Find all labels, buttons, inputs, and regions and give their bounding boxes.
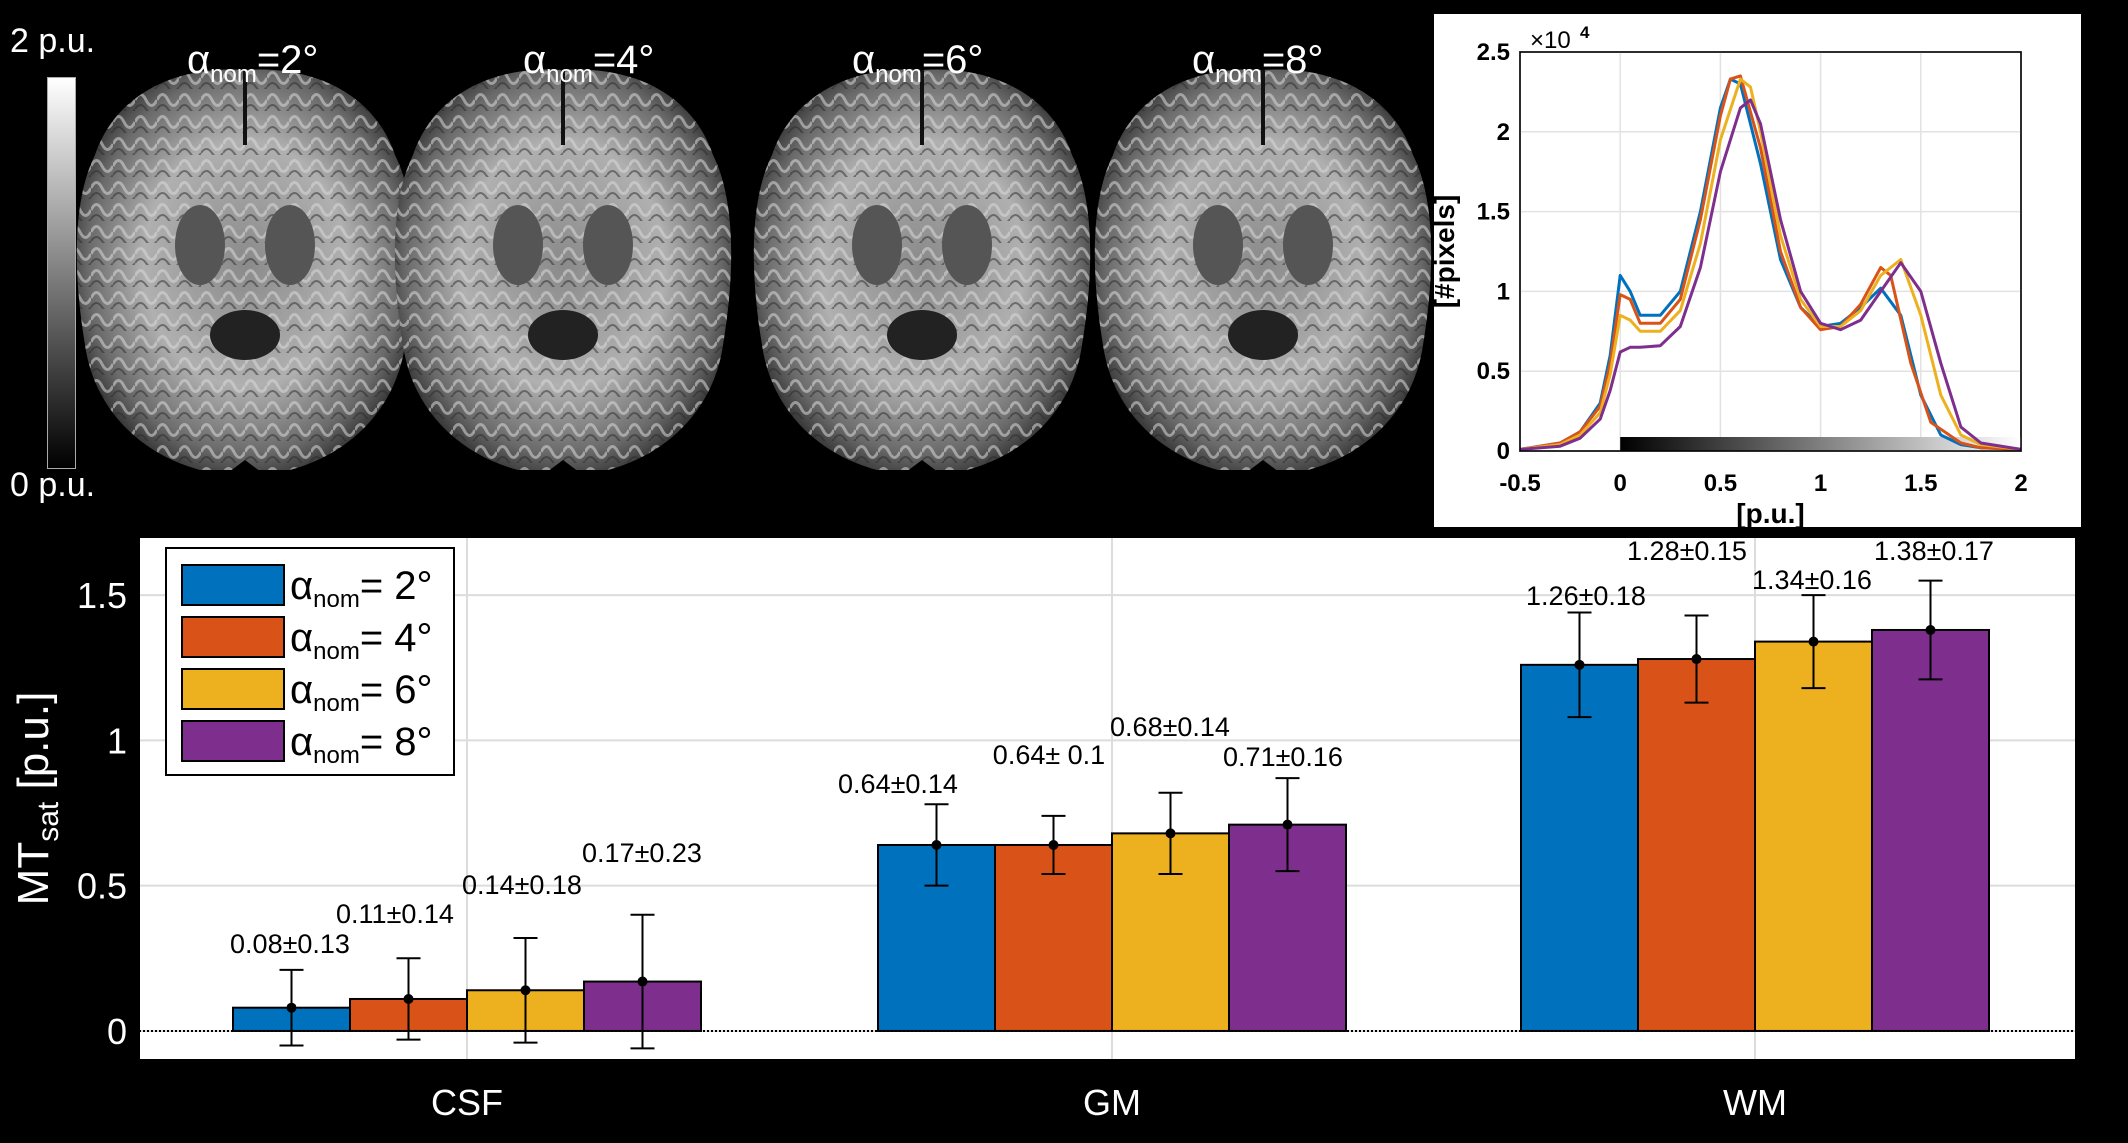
histogram-y-multiplier: ×10 [1530, 27, 1571, 54]
bar-data-label: 0.08±0.13 [230, 929, 350, 959]
colorbar-max-label: 2 p.u. [10, 22, 96, 60]
bar-y-tick-label: 0 [107, 1011, 127, 1052]
histogram-series-line-2 [1519, 74, 2022, 451]
histogram-x-tick-label: 1.5 [1904, 470, 1937, 497]
histogram-y-axis-label: [#pixels] [1434, 195, 1460, 309]
histogram-x-tick-label: 1 [1814, 470, 1827, 497]
legend-swatch-4 [181, 720, 285, 762]
histogram-x-tick-label: 2 [2014, 470, 2027, 497]
bar-legend: αnom= 2°αnom= 4°αnom= 6°αnom= 8° [165, 547, 455, 776]
bar-data-label: 0.64±0.14 [838, 769, 958, 799]
bar-data-label: 0.14±0.18 [462, 870, 582, 900]
bar-data-label: 0.11±0.14 [336, 899, 454, 929]
histogram-y-tick-label: 2.5 [1477, 39, 1510, 66]
mean-marker [1925, 624, 1936, 635]
bar-data-label: 1.26±0.18 [1526, 581, 1646, 611]
mean-marker [1808, 636, 1819, 647]
bar-wm-series-3 [1754, 640, 1873, 1032]
bar-gm-series-2 [994, 843, 1113, 1032]
bar-data-label: 0.64± 0.1 [993, 740, 1105, 770]
brain-title-6deg: αnom=6° [852, 38, 984, 88]
legend-label-4: αnom= 8° [290, 720, 433, 769]
mean-marker [1282, 819, 1293, 830]
histogram-y-tick-label: 1.5 [1477, 199, 1510, 226]
bar-category-label: GM [1083, 1082, 1141, 1123]
mean-marker [286, 1002, 297, 1013]
colorbar [47, 77, 76, 469]
brain-image-6deg [753, 69, 1091, 470]
bar-wm-series-1 [1520, 663, 1639, 1032]
brain-image-2deg [76, 69, 414, 470]
bar-plot-frame [138, 536, 2077, 1061]
histogram-series-line-4 [1519, 98, 2022, 451]
histogram-x-axis-label: [p.u.] [1736, 498, 1804, 528]
brain-image-8deg [1094, 69, 1432, 470]
bar-data-label: 1.38±0.17 [1874, 536, 1994, 566]
mean-marker [1691, 654, 1702, 665]
legend-swatch-1 [181, 564, 285, 606]
legend-swatch-2 [181, 616, 285, 658]
histogram-y-tick-label: 0.5 [1477, 358, 1510, 385]
bar-data-label: 0.68±0.14 [1110, 712, 1230, 742]
mean-marker [1574, 659, 1585, 670]
histogram-y-tick-label: 1 [1497, 278, 1510, 305]
legend-label-2: αnom= 4° [290, 616, 433, 665]
histogram-y-tick-label: 0 [1497, 438, 1510, 465]
mean-marker [1048, 839, 1059, 850]
mean-marker [637, 976, 648, 987]
brain-title-2deg: αnom=2° [187, 38, 319, 88]
colorbar-min-label: 0 p.u. [10, 466, 96, 504]
mean-marker [931, 839, 942, 850]
bar-wm-series-2 [1637, 658, 1756, 1032]
legend-label-3: αnom= 6° [290, 668, 433, 717]
histogram-frame [1519, 51, 2022, 452]
bar-category-label: CSF [431, 1082, 503, 1123]
brain-image-row [76, 69, 1432, 470]
histogram-x-tick-label: 0 [1614, 470, 1627, 497]
bar-y-tick-label: 0.5 [77, 866, 127, 907]
brain-title-4deg: αnom=4° [523, 38, 655, 88]
bar-y-tick-label: 1 [107, 720, 127, 761]
histogram-chart: -0.5 0 0.5 1 1.5 2 0 0.5 1 1.5 2 2.5 [p.u.] [#pixels]… [1434, 14, 2081, 528]
mean-marker [403, 993, 414, 1004]
histogram-colorbar-strip [1620, 437, 2021, 451]
brain-title-8deg: αnom=8° [1192, 38, 1324, 88]
mean-marker [1165, 828, 1176, 839]
bar-y-axis-label: MTsat [p.u.] [9, 692, 65, 906]
bar-chart: 0 0.5 1 1.5 CSF GM WM 0.08±0.130.11±0.14 0.14±0.… [0, 527, 2128, 1143]
bar-category-label: WM [1723, 1082, 1787, 1123]
bar-data-label: 0.17±0.23 [582, 838, 702, 868]
bar-data-label: 1.28±0.15 [1627, 536, 1747, 566]
legend-label-1: αnom= 2° [290, 564, 433, 613]
legend-swatch-3 [181, 668, 285, 710]
histogram-series-line-3 [1519, 77, 2022, 451]
mean-marker [520, 985, 531, 996]
brain-image-4deg [394, 69, 732, 470]
histogram-y-multiplier-exponent: 4 [1580, 23, 1590, 42]
histogram-y-tick-label: 2 [1497, 119, 1510, 146]
histogram-x-tick-label: -0.5 [1499, 470, 1540, 497]
bar-data-label: 0.71±0.16 [1223, 742, 1343, 772]
histogram-plot-area [1519, 51, 2022, 452]
histogram-x-tick-label: 0.5 [1704, 470, 1737, 497]
bar-data-label: 1.34±0.16 [1752, 565, 1872, 595]
bar-y-tick-label: 1.5 [77, 575, 127, 616]
bar-wm-series-4 [1871, 628, 1990, 1032]
